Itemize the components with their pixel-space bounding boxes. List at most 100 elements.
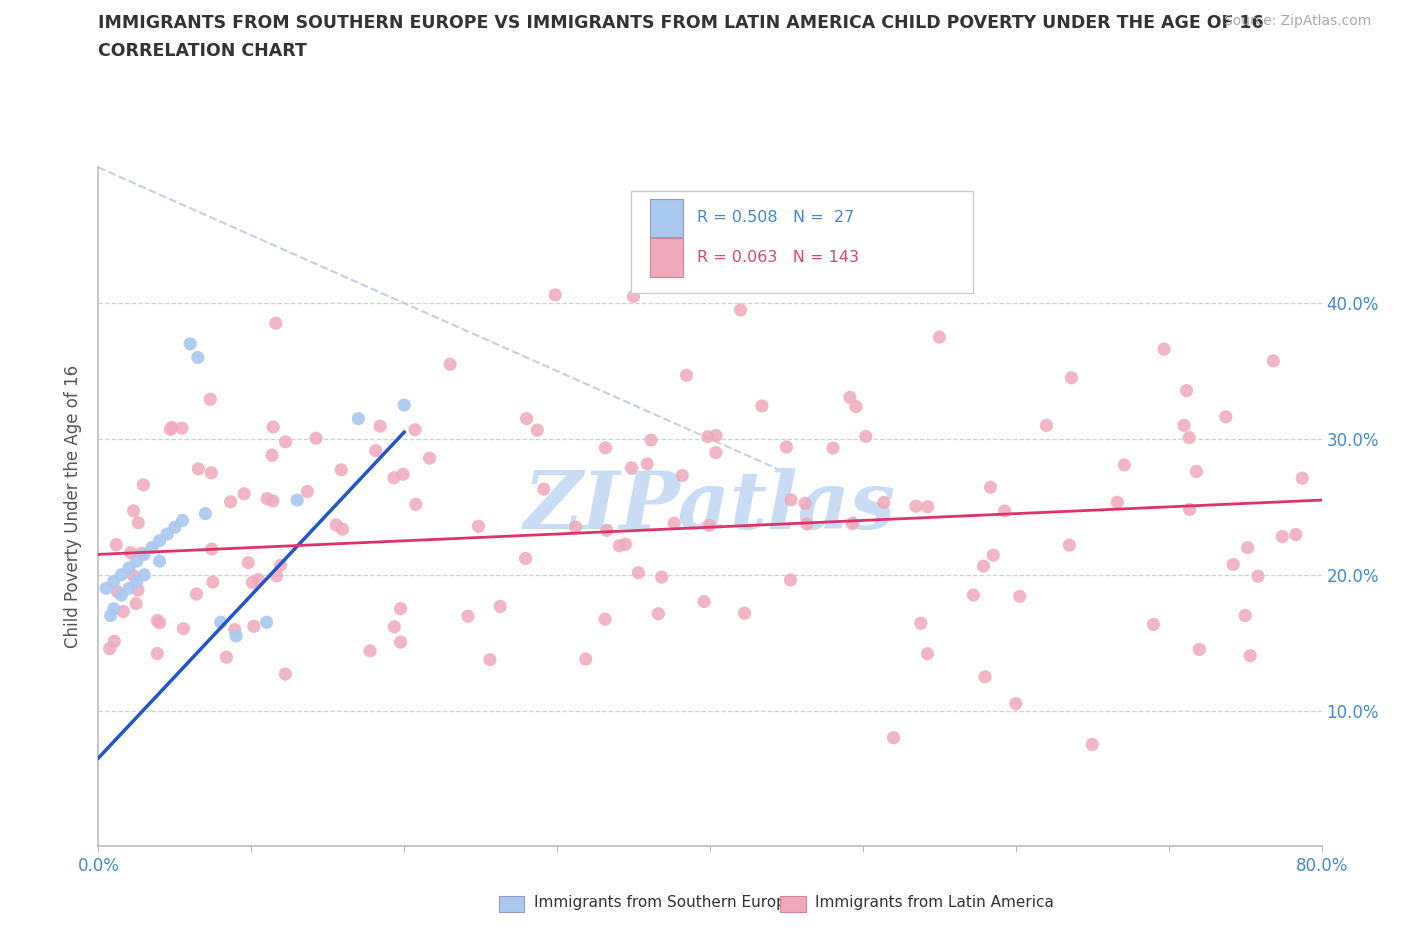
Point: [274, 667, 297, 682]
Point: [262, 419, 284, 434]
Point: [134, 547, 156, 562]
Point: [671, 468, 693, 483]
Point: [201, 541, 224, 556]
Point: [697, 518, 720, 533]
Text: IMMIGRANTS FROM SOUTHERN EUROPE VS IMMIGRANTS FROM LATIN AMERICA CHILD POVERTY U: IMMIGRANTS FROM SOUTHERN EUROPE VS IMMIG…: [98, 14, 1264, 32]
Point: [160, 420, 183, 435]
Point: [457, 609, 479, 624]
Point: [132, 477, 155, 492]
Point: [122, 503, 145, 518]
Point: [285, 493, 308, 508]
Point: [332, 522, 354, 537]
Point: [94, 581, 117, 596]
Point: [209, 615, 232, 630]
Point: [159, 422, 181, 437]
Point: [664, 516, 686, 531]
Point: [917, 499, 939, 514]
Point: [179, 337, 201, 352]
Point: [873, 495, 896, 510]
Point: [980, 480, 1002, 495]
Point: [489, 599, 512, 614]
Point: [1060, 370, 1083, 385]
Point: [347, 411, 370, 426]
Point: [156, 526, 179, 541]
Point: [127, 515, 149, 530]
Point: [595, 441, 617, 456]
Point: [627, 565, 650, 580]
Point: [974, 670, 997, 684]
Point: [533, 482, 555, 497]
Point: [110, 567, 132, 582]
Point: [172, 513, 194, 528]
Point: [149, 553, 172, 568]
Point: [187, 350, 209, 365]
Text: Immigrants from Latin America: Immigrants from Latin America: [815, 895, 1054, 910]
Point: [883, 730, 905, 745]
Point: [516, 411, 538, 426]
FancyBboxPatch shape: [630, 192, 973, 293]
Point: [1008, 589, 1031, 604]
Point: [105, 538, 128, 552]
Point: [636, 457, 658, 472]
Point: [1153, 341, 1175, 356]
Point: [219, 495, 242, 510]
Point: [439, 357, 461, 372]
Point: [1188, 642, 1211, 657]
Point: [1178, 502, 1201, 517]
Point: [200, 465, 222, 480]
Point: [389, 601, 412, 616]
Text: CORRELATION CHART: CORRELATION CHART: [98, 42, 308, 60]
Point: [389, 634, 412, 649]
Point: [780, 492, 803, 507]
Point: [247, 572, 270, 587]
Point: [623, 289, 645, 304]
Point: [467, 519, 489, 534]
Point: [269, 558, 291, 573]
Point: [194, 506, 217, 521]
Point: [838, 390, 860, 405]
Point: [149, 616, 172, 631]
Point: [127, 582, 149, 597]
Point: [120, 545, 142, 560]
Point: [779, 573, 801, 588]
Text: Immigrants from Southern Europe: Immigrants from Southern Europe: [534, 895, 796, 910]
Point: [141, 540, 163, 555]
Point: [821, 441, 844, 456]
Point: [107, 584, 129, 599]
Point: [693, 594, 716, 609]
Point: [575, 652, 598, 667]
Point: [368, 418, 391, 433]
Point: [404, 422, 426, 437]
Point: [170, 420, 193, 435]
Point: [1035, 418, 1057, 432]
Point: [266, 568, 288, 583]
Point: [256, 491, 278, 506]
Point: [225, 629, 247, 644]
Point: [917, 646, 939, 661]
Point: [775, 440, 797, 455]
Point: [163, 520, 186, 535]
Point: [172, 621, 194, 636]
Point: [262, 448, 284, 463]
Point: [242, 575, 264, 590]
Point: [1107, 495, 1129, 510]
Point: [1247, 569, 1270, 584]
Point: [187, 461, 209, 476]
Point: [305, 431, 328, 445]
Point: [478, 652, 501, 667]
Point: [640, 432, 662, 447]
Point: [110, 588, 132, 603]
Point: [730, 302, 752, 317]
Point: [1215, 409, 1237, 424]
Point: [125, 553, 148, 568]
Point: [841, 516, 863, 531]
Point: [256, 615, 278, 630]
Point: [262, 494, 284, 509]
Point: [904, 498, 927, 513]
Point: [1222, 557, 1244, 572]
Point: [125, 574, 148, 589]
Point: [224, 622, 246, 637]
Point: [149, 534, 172, 549]
Point: [125, 596, 148, 611]
Point: [962, 588, 984, 603]
